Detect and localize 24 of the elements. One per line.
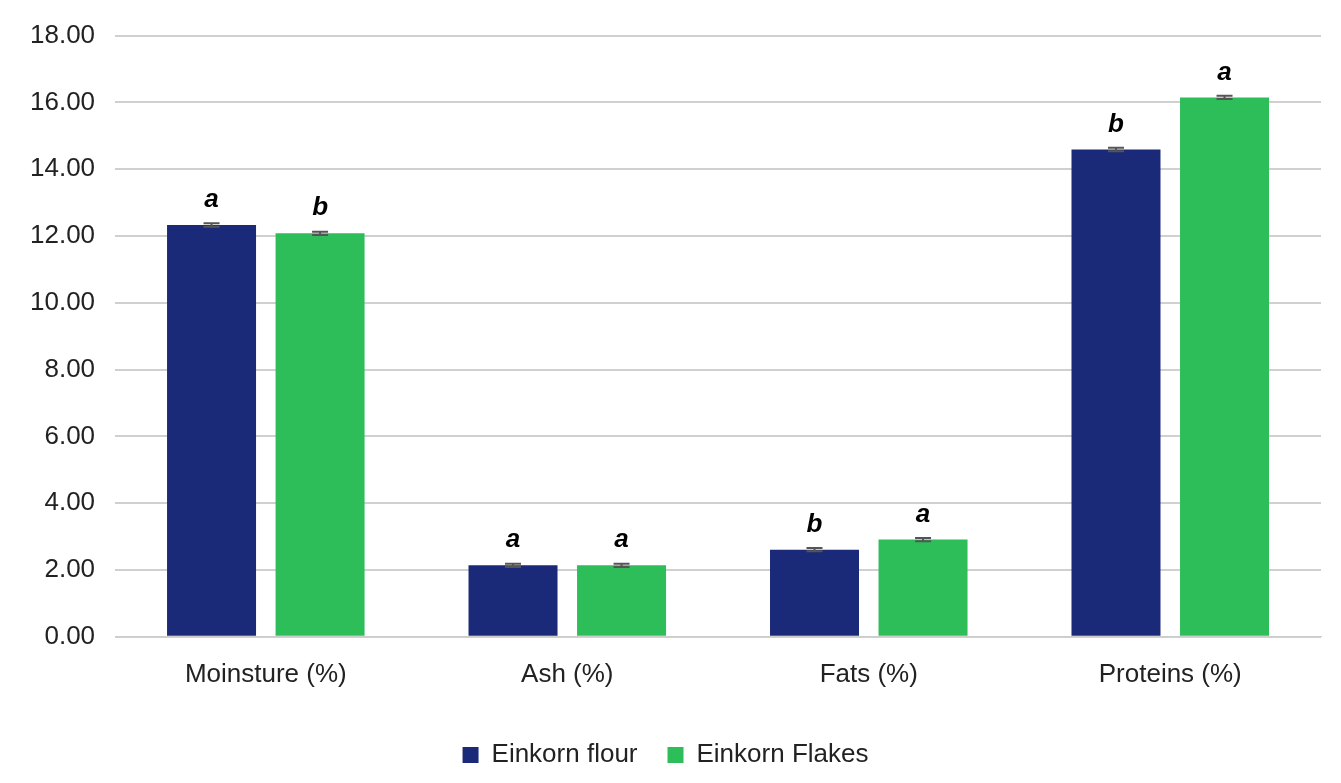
data-label: a: [1217, 55, 1232, 86]
legend-label: Einkorn Flakes: [696, 738, 869, 769]
y-tick-label: 10.00: [29, 285, 96, 316]
y-tick-label: 18.00: [29, 18, 96, 49]
x-tick-label: Proteins (%): [1098, 657, 1242, 688]
data-label: a: [915, 497, 931, 528]
legend-label: Einkorn flour: [491, 738, 638, 769]
y-tick-label: 16.00: [29, 85, 96, 116]
y-tick-label: 2.00: [44, 553, 96, 584]
x-tick-label: Moinsture (%): [184, 657, 347, 688]
y-tick-label: 6.00: [44, 419, 96, 450]
y-tick-label: 14.00: [29, 152, 96, 183]
x-tick-label: Ash (%): [521, 657, 614, 688]
data-label: a: [505, 523, 521, 554]
y-tick-label: 4.00: [44, 486, 96, 517]
data-label: a: [204, 183, 219, 214]
y-tick-label: 8.00: [44, 352, 96, 383]
data-label: a: [614, 523, 629, 554]
data-label: b: [312, 191, 329, 222]
data-label: b: [1108, 107, 1125, 138]
x-tick-label: Fats (%): [819, 657, 918, 688]
data-label: b: [806, 507, 823, 538]
y-tick-label: 0.00: [44, 619, 96, 650]
y-tick-label: 12.00: [29, 219, 96, 250]
